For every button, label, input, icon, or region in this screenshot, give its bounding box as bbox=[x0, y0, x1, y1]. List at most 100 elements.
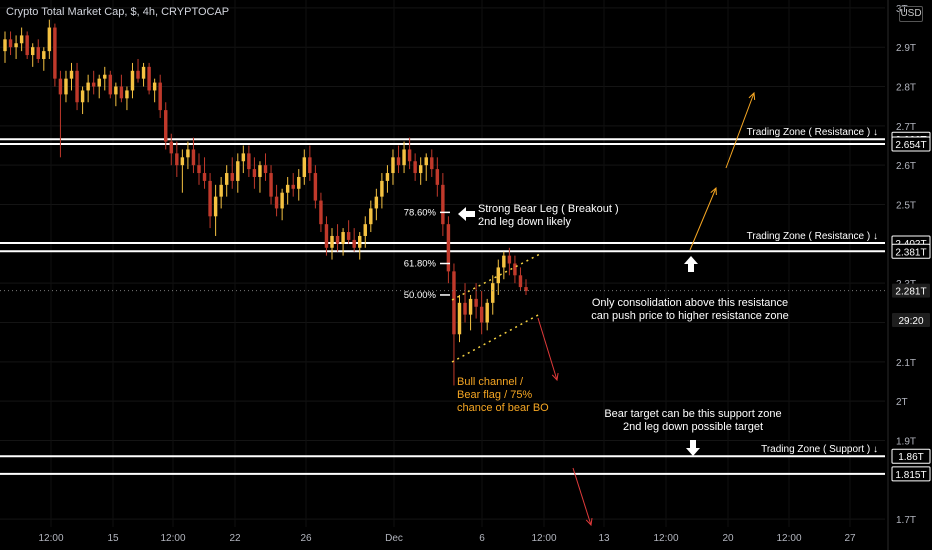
candle bbox=[335, 224, 340, 252]
candle-body bbox=[114, 86, 118, 95]
candle-body bbox=[285, 184, 290, 193]
y-tick-label: 2.1T bbox=[896, 358, 916, 369]
candle bbox=[202, 157, 207, 189]
candle bbox=[208, 173, 212, 229]
candle bbox=[524, 279, 528, 295]
candle bbox=[452, 263, 456, 386]
support-down-arrow bbox=[686, 440, 700, 456]
candle-body bbox=[358, 235, 362, 248]
candle-body bbox=[391, 157, 395, 174]
candle-body bbox=[363, 224, 367, 236]
x-tick-label: 20 bbox=[722, 533, 734, 544]
candle-body bbox=[274, 196, 279, 209]
candle-body bbox=[446, 224, 451, 272]
candle bbox=[130, 62, 135, 99]
candle bbox=[36, 39, 40, 63]
candle bbox=[297, 169, 301, 201]
price-label-box bbox=[892, 313, 930, 327]
candle bbox=[97, 74, 101, 99]
candle-body bbox=[180, 157, 185, 166]
candle-body bbox=[369, 208, 373, 225]
candle-body bbox=[213, 196, 218, 217]
resistance-up-arrow bbox=[684, 256, 698, 272]
candle-body bbox=[341, 232, 345, 244]
candle bbox=[291, 173, 295, 197]
candle-body bbox=[441, 184, 445, 225]
candle-body bbox=[224, 173, 229, 185]
candle bbox=[230, 157, 234, 189]
x-tick-label: 22 bbox=[229, 533, 241, 544]
candle-body bbox=[69, 70, 74, 79]
candle-body bbox=[524, 287, 528, 292]
candle-body bbox=[58, 78, 63, 95]
chart-grid bbox=[0, 0, 885, 527]
candle bbox=[252, 157, 257, 189]
price-label-box bbox=[891, 136, 931, 152]
x-tick-label: 15 bbox=[107, 533, 119, 544]
candle-body bbox=[25, 35, 29, 56]
y-tick-label: 3T bbox=[896, 4, 908, 15]
candle-body bbox=[330, 235, 334, 248]
candle bbox=[391, 149, 395, 185]
candle bbox=[407, 137, 412, 170]
time-axis[interactable]: 12:00 15 12:00 22 26 Dec 6 12:00 13 12:00 20 12:00 2… bbox=[38, 533, 856, 544]
projection-lower-line-head bbox=[585, 518, 593, 527]
projection-up-arrow-2 bbox=[725, 92, 755, 169]
candle-body bbox=[119, 86, 124, 99]
candle-body bbox=[147, 66, 151, 91]
candle-body bbox=[407, 149, 412, 162]
candle bbox=[91, 70, 96, 95]
candle bbox=[352, 228, 356, 252]
fib-label: 50.00% bbox=[404, 290, 437, 301]
candle bbox=[58, 70, 63, 158]
candle-body bbox=[502, 255, 506, 268]
currency-button[interactable]: USD bbox=[899, 6, 923, 22]
candle bbox=[25, 31, 29, 59]
y-tick-label: 1.9T bbox=[896, 436, 916, 447]
candle-body bbox=[452, 271, 456, 335]
price-axis[interactable]: 3T2.9T2.8T2.7T2.6T2.5T2.3T2.2T2.1T2T1.9T… bbox=[887, 0, 931, 550]
consolidation-annotation: can push price to higher resistance zone bbox=[591, 310, 789, 322]
price-label-text: 1.815T bbox=[895, 470, 926, 481]
candle bbox=[136, 58, 140, 83]
candle-body bbox=[308, 157, 312, 174]
candles bbox=[3, 19, 528, 386]
bear-target-annotation: Bear target can be this support zone bbox=[604, 408, 781, 420]
candle bbox=[358, 232, 362, 260]
candle bbox=[186, 141, 190, 170]
candle-body bbox=[175, 153, 179, 166]
candle-body bbox=[269, 173, 273, 197]
candle bbox=[30, 43, 35, 67]
candle-body bbox=[241, 153, 246, 162]
candle-body bbox=[136, 70, 140, 79]
bull-channel-annotation: Bull channel / bbox=[457, 376, 524, 388]
candle-body bbox=[479, 306, 484, 323]
price-label: 2.281T bbox=[892, 283, 930, 298]
candle-body bbox=[402, 149, 406, 166]
price-label-box bbox=[892, 283, 930, 298]
candle bbox=[341, 228, 345, 256]
candle-body bbox=[53, 27, 57, 79]
candle bbox=[363, 216, 367, 248]
candle-body bbox=[335, 235, 340, 244]
candle-body bbox=[302, 157, 307, 177]
price-label: 1.815T bbox=[891, 466, 931, 482]
candle-body bbox=[164, 110, 168, 142]
projection-up-arrow-2-head bbox=[748, 91, 756, 101]
candle bbox=[374, 188, 379, 221]
bear-leg-annotation: 2nd leg down likely bbox=[478, 216, 571, 228]
candle bbox=[224, 165, 229, 197]
candle-body bbox=[374, 196, 379, 209]
candle bbox=[313, 165, 318, 209]
candle bbox=[8, 31, 13, 56]
candle bbox=[518, 267, 523, 292]
candle bbox=[302, 149, 307, 185]
x-tick-label: Dec bbox=[385, 533, 403, 544]
candle-body bbox=[169, 141, 173, 154]
candle-body bbox=[42, 51, 46, 59]
candle-body bbox=[91, 82, 96, 87]
candle-body bbox=[247, 153, 251, 170]
bull-channel-annotation: chance of bear BO bbox=[457, 402, 549, 414]
price-label-text: 2.281T bbox=[895, 287, 926, 298]
